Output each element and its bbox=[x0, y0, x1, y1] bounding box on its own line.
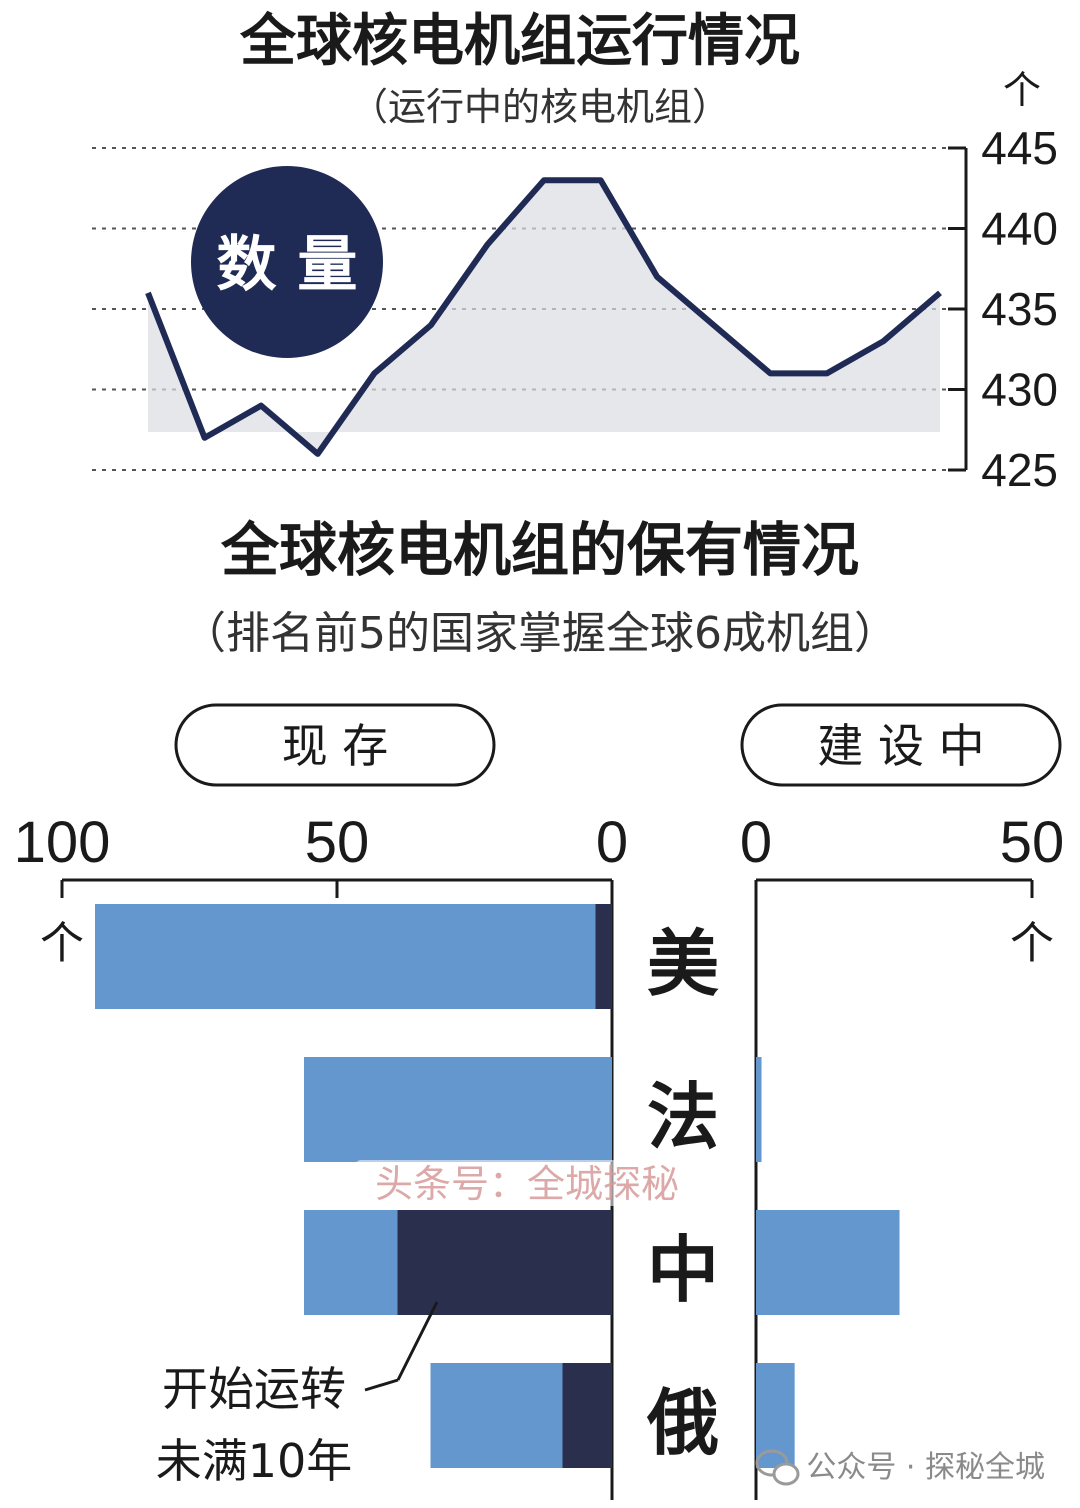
annotation-leader-tail bbox=[364, 1378, 399, 1392]
existing-pill bbox=[174, 703, 496, 787]
construction-pill-label: 建 设 中 bbox=[817, 719, 984, 773]
existing-new-bar-俄 bbox=[562, 1363, 612, 1468]
country-label-法: 法 bbox=[647, 1075, 719, 1159]
line-chart-title: 全球核电机组运行情况 bbox=[239, 9, 800, 74]
construction-pill bbox=[740, 703, 1062, 787]
y-tick-label: 425 bbox=[981, 444, 1058, 496]
country-label-美: 美 bbox=[647, 922, 719, 1006]
annotation-line-1: 开始运转 bbox=[162, 1362, 346, 1416]
existing-tick-label: 50 bbox=[305, 810, 370, 875]
line-series bbox=[145, 177, 942, 457]
line-chart-unit: 个 bbox=[1003, 70, 1041, 112]
watermark-text: 头条号：全城探秘 bbox=[375, 1162, 679, 1206]
construction-bar-法 bbox=[756, 1057, 762, 1162]
construction-tick-label: 50 bbox=[1000, 810, 1065, 875]
bar-chart-subtitle: （排名前5的国家掌握全球6成机组） bbox=[182, 608, 898, 659]
bar-chart-axes: 100 50 0 0 50 bbox=[14, 810, 1065, 1500]
existing-tick-label: 100 bbox=[14, 810, 111, 875]
wechat-icon bbox=[755, 1449, 800, 1486]
country-label-俄: 俄 bbox=[646, 1381, 719, 1465]
y-tick-label: 435 bbox=[981, 283, 1058, 335]
y-tick-label: 430 bbox=[981, 364, 1058, 416]
bar-chart-title: 全球核电机组的保有情况 bbox=[220, 516, 859, 584]
footer-account-label: 公众号 · 探秘全城 bbox=[806, 1450, 1045, 1485]
annotation-leader-line bbox=[396, 1301, 439, 1381]
country-label-中: 中 bbox=[647, 1228, 719, 1312]
existing-bar-法 bbox=[304, 1057, 612, 1162]
existing-tick-label: 0 bbox=[596, 810, 628, 875]
line-chart-y-axis: 445 440 435 430 425 bbox=[948, 122, 1058, 496]
line-chart-subtitle: （运行中的核电机组） bbox=[350, 85, 730, 129]
line-area-fill bbox=[148, 180, 940, 454]
quantity-badge-label: 数 量 bbox=[217, 230, 358, 300]
construction-tick-label: 0 bbox=[740, 810, 772, 875]
y-tick-label: 445 bbox=[981, 122, 1058, 174]
existing-new-bar-美 bbox=[595, 904, 612, 1009]
quantity-badge bbox=[191, 166, 383, 358]
annotation-line-2: 未满10年 bbox=[156, 1434, 353, 1488]
watermark-bg bbox=[355, 1160, 700, 1206]
existing-bar-美 bbox=[95, 904, 612, 1009]
existing-pill-label: 现 存 bbox=[282, 719, 389, 773]
existing-unit-label: 个 bbox=[40, 919, 84, 968]
existing-new-bar-中 bbox=[397, 1210, 612, 1315]
construction-unit-label: 个 bbox=[1010, 919, 1054, 968]
y-tick-label: 440 bbox=[981, 203, 1058, 255]
construction-bar-中 bbox=[756, 1210, 900, 1315]
